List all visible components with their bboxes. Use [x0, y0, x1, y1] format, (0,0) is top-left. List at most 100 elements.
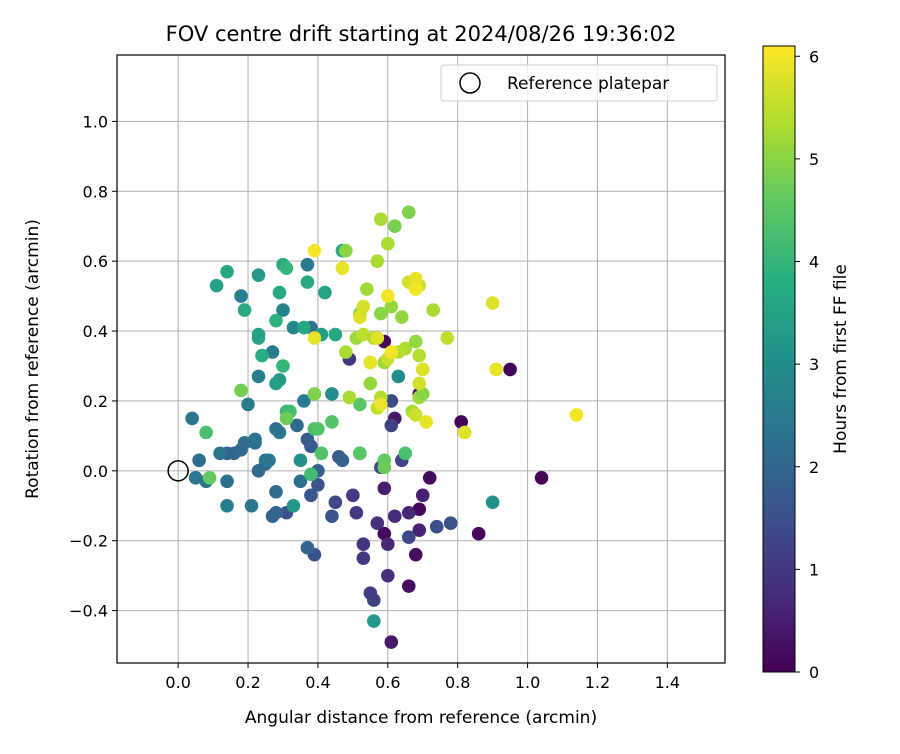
x-tick-label: 1.0 — [515, 673, 540, 692]
data-point — [349, 505, 364, 520]
data-point — [353, 310, 367, 324]
x-tick-label: 1.2 — [585, 673, 610, 692]
y-tick-label: 0.0 — [83, 462, 108, 481]
data-point — [370, 516, 385, 531]
colorbar-label: Hours from first FF file — [831, 264, 851, 454]
colorbar: 0 1 2 3 4 5 6 Hours from first FF file — [762, 45, 851, 682]
data-point — [335, 453, 350, 468]
x-tick-label: 0.2 — [235, 673, 260, 692]
data-point — [415, 362, 430, 377]
data-point — [269, 422, 283, 436]
data-point — [367, 614, 381, 628]
x-axis-label: Angular distance from reference (arcmin) — [245, 708, 597, 728]
data-point — [346, 488, 360, 503]
colorbar-tick-label: 3 — [809, 355, 819, 374]
data-point — [471, 526, 486, 541]
data-point — [489, 362, 503, 377]
colorbar-gradient — [762, 45, 796, 673]
data-point — [328, 327, 343, 342]
gridlines — [117, 55, 725, 663]
colorbar-tick-label: 4 — [809, 253, 819, 272]
data-point — [360, 282, 374, 296]
data-point — [374, 397, 388, 412]
data-point — [408, 408, 423, 422]
data-point — [311, 422, 325, 436]
y-tick-label: 0.2 — [83, 392, 108, 411]
data-point — [297, 394, 311, 408]
data-point — [244, 498, 259, 513]
legend-box — [440, 64, 718, 102]
y-tick-label: 0.8 — [83, 182, 108, 201]
data-point — [408, 334, 423, 349]
y-tick-label: −0.4 — [69, 602, 108, 621]
y-axis-label: Rotation from reference (arcmin) — [23, 219, 43, 499]
data-point — [209, 278, 224, 293]
colorbar-ticks: 0 1 2 3 4 5 6 — [795, 47, 819, 682]
data-point — [276, 359, 290, 373]
data-point — [377, 526, 392, 541]
data-point — [408, 271, 423, 286]
data-point — [534, 471, 549, 485]
data-point — [185, 411, 199, 426]
data-point — [387, 219, 402, 234]
data-point — [415, 488, 430, 503]
data-point — [419, 415, 434, 429]
data-point — [251, 369, 266, 384]
data-point — [307, 243, 322, 258]
data-point — [328, 495, 343, 510]
colorbar-tick-label: 0 — [809, 663, 819, 682]
data-point — [307, 387, 322, 401]
scatter-points — [185, 205, 584, 649]
data-point — [370, 331, 385, 345]
data-point — [269, 376, 283, 391]
data-point — [356, 537, 371, 551]
data-point — [415, 387, 430, 401]
x-tick-label: 0.0 — [165, 673, 190, 692]
data-point — [367, 593, 381, 607]
data-point — [251, 327, 266, 342]
y-tick-label: 0.6 — [83, 252, 108, 271]
legend-label: Reference platepar — [507, 74, 669, 94]
colorbar-tick-label: 5 — [809, 150, 819, 169]
data-point — [356, 327, 371, 342]
data-point — [422, 471, 437, 485]
data-point — [394, 310, 409, 324]
data-point — [387, 509, 402, 524]
data-point — [384, 345, 399, 359]
data-point — [300, 275, 315, 289]
data-point — [279, 261, 294, 275]
data-point — [384, 418, 399, 433]
data-point — [199, 425, 213, 440]
data-point — [297, 320, 311, 335]
data-point — [412, 502, 427, 517]
data-point — [408, 547, 423, 562]
data-point — [374, 306, 388, 321]
data-point — [265, 345, 280, 359]
data-point — [429, 519, 444, 534]
data-point — [192, 453, 206, 468]
data-point — [335, 261, 350, 275]
data-point — [220, 498, 234, 513]
data-point — [454, 415, 468, 429]
data-point — [272, 285, 287, 300]
data-point — [269, 313, 283, 328]
data-point — [300, 432, 315, 447]
data-point — [220, 264, 234, 279]
data-point — [381, 568, 395, 583]
data-point — [342, 390, 357, 405]
data-point — [286, 320, 301, 335]
data-point — [401, 205, 416, 220]
data-point — [503, 362, 517, 377]
colorbar-tick-label: 1 — [809, 560, 819, 579]
data-point — [286, 498, 301, 513]
data-point — [485, 296, 500, 310]
data-point — [412, 523, 427, 538]
data-point — [401, 505, 416, 520]
legend: Reference platepar — [440, 64, 718, 102]
data-point — [485, 495, 500, 510]
data-point — [356, 299, 371, 314]
data-point — [412, 348, 427, 363]
y-axis-ticks: −0.4 −0.2 0.0 0.2 0.4 0.6 0.8 1.0 — [69, 112, 117, 621]
data-point — [293, 474, 308, 489]
